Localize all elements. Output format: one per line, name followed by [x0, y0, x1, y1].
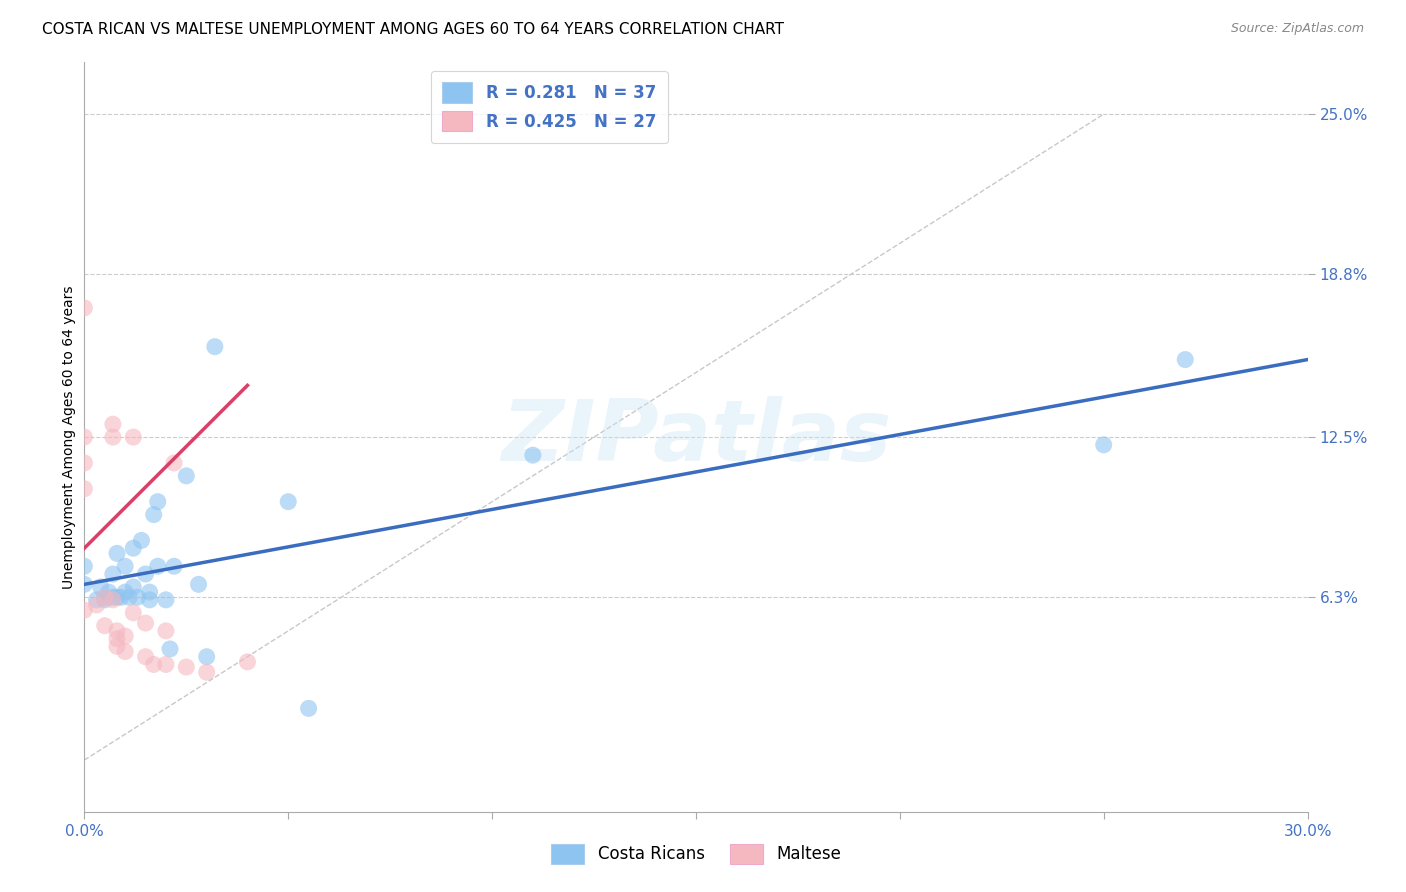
Point [73, 577, 96, 591]
Point [122, 580, 145, 594]
Text: COSTA RICAN VS MALTESE UNEMPLOYMENT AMONG AGES 60 TO 64 YEARS CORRELATION CHART: COSTA RICAN VS MALTESE UNEMPLOYMENT AMON… [42, 22, 785, 37]
Point [114, 644, 136, 658]
Point [73, 430, 96, 444]
Point [163, 456, 186, 470]
Point [105, 640, 128, 654]
Point [298, 701, 321, 715]
Point [73, 456, 96, 470]
Point [93, 618, 115, 632]
Point [142, 508, 165, 522]
Point [86, 592, 108, 607]
Point [122, 430, 145, 444]
Point [101, 592, 124, 607]
Point [97, 585, 120, 599]
Point [195, 665, 218, 680]
Point [155, 657, 177, 672]
Point [174, 468, 197, 483]
Point [131, 533, 153, 548]
Point [159, 642, 181, 657]
Point [93, 592, 115, 607]
Point [1174, 352, 1197, 367]
Point [1092, 438, 1115, 452]
Text: Source: ZipAtlas.com: Source: ZipAtlas.com [1230, 22, 1364, 36]
Point [101, 567, 124, 582]
Point [142, 657, 165, 672]
Point [101, 591, 124, 605]
Text: ZIPatlas: ZIPatlas [501, 395, 891, 479]
Point [114, 559, 136, 574]
Point [127, 591, 149, 605]
Point [93, 591, 115, 605]
Point [114, 629, 136, 643]
Point [110, 591, 132, 605]
Point [138, 585, 160, 599]
Point [93, 591, 115, 605]
Point [195, 649, 218, 664]
Point [86, 598, 108, 612]
Point [105, 624, 128, 638]
Point [90, 580, 112, 594]
Point [174, 660, 197, 674]
Point [187, 577, 209, 591]
Point [138, 592, 160, 607]
Point [277, 494, 299, 508]
Point [101, 430, 124, 444]
Point [105, 591, 128, 605]
Point [135, 616, 157, 631]
Point [522, 448, 544, 462]
Point [101, 417, 124, 432]
Point [204, 340, 226, 354]
Point [105, 546, 128, 560]
Point [163, 559, 186, 574]
Point [135, 649, 157, 664]
Point [155, 592, 177, 607]
Point [122, 606, 145, 620]
Point [122, 541, 145, 556]
Point [73, 301, 96, 315]
Point [73, 603, 96, 617]
Point [236, 655, 259, 669]
Point [73, 559, 96, 574]
Point [135, 567, 157, 582]
Legend: Costa Ricans, Maltese: Costa Ricans, Maltese [544, 838, 848, 871]
Point [105, 632, 128, 646]
Point [114, 585, 136, 599]
Point [118, 591, 141, 605]
Y-axis label: Unemployment Among Ages 60 to 64 years: Unemployment Among Ages 60 to 64 years [62, 285, 76, 589]
Point [146, 559, 169, 574]
Point [146, 494, 169, 508]
Point [155, 624, 177, 638]
Point [73, 482, 96, 496]
